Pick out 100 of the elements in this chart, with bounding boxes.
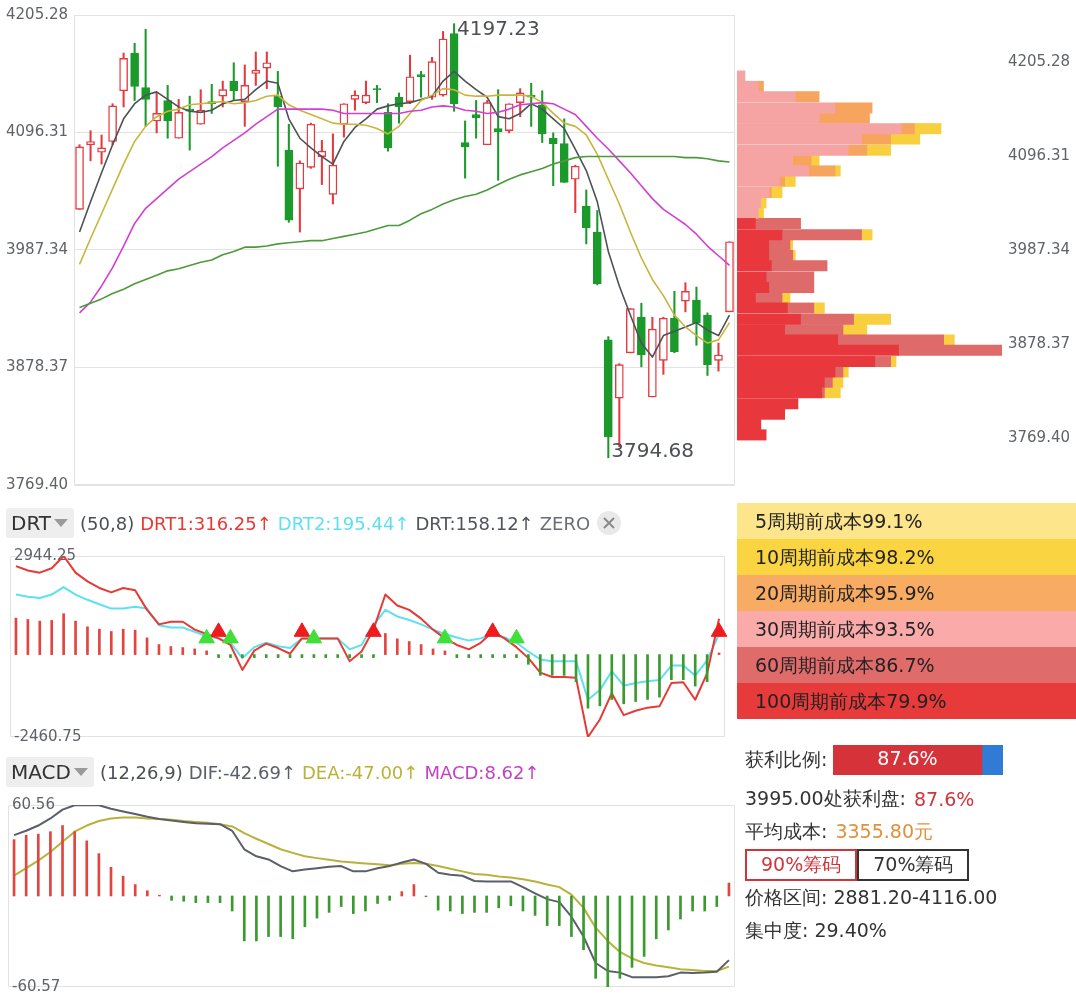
bar xyxy=(538,654,542,676)
bar xyxy=(794,91,820,103)
bar xyxy=(582,895,585,951)
bar xyxy=(181,647,185,655)
data-label: 87.6% xyxy=(877,746,939,769)
bar xyxy=(121,628,125,655)
bar xyxy=(133,884,137,897)
y-tick-label: -2460.75 xyxy=(14,726,82,745)
bar xyxy=(900,123,915,135)
category-label: 20周期前成本95.9% xyxy=(737,575,1076,611)
bar xyxy=(768,186,772,198)
bar xyxy=(570,895,573,937)
text: 平均成本: xyxy=(745,818,828,844)
bar xyxy=(681,654,685,681)
y-tick-label: 60.56 xyxy=(12,794,55,813)
bar xyxy=(146,890,149,897)
bar xyxy=(229,654,232,658)
bar xyxy=(98,628,101,655)
bar xyxy=(606,895,610,987)
y-tick-label: 3878.37 xyxy=(6,357,69,376)
text: MACD:8.62↑ xyxy=(424,761,540,783)
bar xyxy=(594,895,597,979)
bar xyxy=(217,654,220,658)
bar xyxy=(824,376,833,388)
bar xyxy=(291,895,295,940)
bar xyxy=(255,895,258,942)
bar xyxy=(703,895,707,912)
text: DIF:-42.69↑ xyxy=(188,761,296,783)
bar xyxy=(395,638,399,655)
bar xyxy=(503,654,506,658)
bar xyxy=(241,654,244,658)
bar xyxy=(667,895,670,931)
bar xyxy=(654,895,658,940)
text: 3355.80元 xyxy=(835,818,933,844)
bar xyxy=(473,895,476,913)
bar xyxy=(109,631,113,655)
bar xyxy=(515,654,518,658)
bar xyxy=(348,654,351,658)
bar xyxy=(339,895,343,907)
text: DRT2:195.44↑ xyxy=(277,512,410,534)
bar xyxy=(388,895,392,901)
y-tick-label: 3987.34 xyxy=(1007,239,1070,258)
bar xyxy=(842,366,849,378)
text: 价格区间: 2881.20-4116.00 xyxy=(745,884,998,910)
category-label: 100周期前成本79.9% xyxy=(737,683,1076,719)
bar xyxy=(205,650,208,655)
y-tick-label: 4096.31 xyxy=(6,122,69,141)
bar xyxy=(874,356,892,368)
bar xyxy=(679,895,682,920)
bar xyxy=(622,654,626,705)
bar xyxy=(364,895,367,912)
bar xyxy=(267,895,270,937)
y-tick-label: 4205.28 xyxy=(6,4,69,23)
bar xyxy=(670,654,673,681)
bar xyxy=(693,654,697,687)
bar xyxy=(73,831,76,897)
bar xyxy=(38,620,42,655)
text: 3995.00处获利盘: xyxy=(745,785,906,811)
bar xyxy=(784,175,796,187)
bar xyxy=(834,165,841,177)
bar xyxy=(527,654,530,665)
text: 90%筹码 xyxy=(745,848,858,881)
chart-subtitle: (12,26,9) xyxy=(99,761,183,783)
bar xyxy=(352,895,355,914)
bar xyxy=(376,895,379,904)
bar xyxy=(49,831,52,897)
y-tick-label: -60.57 xyxy=(12,976,61,995)
category-label: 60周期前成本86.7% xyxy=(737,647,1076,683)
chart-title: MACD xyxy=(6,757,94,787)
bar xyxy=(550,654,554,676)
y-tick-label: 4205.28 xyxy=(1007,51,1070,70)
bar xyxy=(170,895,173,901)
bar xyxy=(646,654,649,700)
bar xyxy=(634,654,637,702)
y-tick-label: 3878.37 xyxy=(1007,333,1070,352)
bar xyxy=(400,891,404,897)
y-tick-label: 3769.40 xyxy=(6,474,69,493)
bar xyxy=(691,895,694,912)
bar xyxy=(86,626,89,655)
text: 集中度: 29.40% xyxy=(745,917,887,943)
y-tick-label: 2944.25 xyxy=(14,545,77,564)
bar xyxy=(24,834,28,897)
bar xyxy=(61,825,64,897)
bar xyxy=(336,654,340,658)
bar xyxy=(279,895,282,937)
bar xyxy=(264,654,268,658)
text: 70%筹码 xyxy=(857,848,970,881)
annotation: 4197.23 xyxy=(457,15,540,40)
bar xyxy=(62,613,65,655)
bar xyxy=(467,654,471,658)
category-label: 10周期前成本98.2% xyxy=(737,539,1076,575)
bar xyxy=(557,895,561,926)
bar xyxy=(242,895,246,942)
bar xyxy=(324,654,328,658)
chart-subtitle: (50,8) xyxy=(80,512,135,534)
bar xyxy=(715,895,719,907)
chart-title: 获利比例: xyxy=(745,747,828,772)
bar xyxy=(485,895,488,913)
bar xyxy=(407,641,411,655)
text: DEA:-47.00↑ xyxy=(302,761,419,783)
